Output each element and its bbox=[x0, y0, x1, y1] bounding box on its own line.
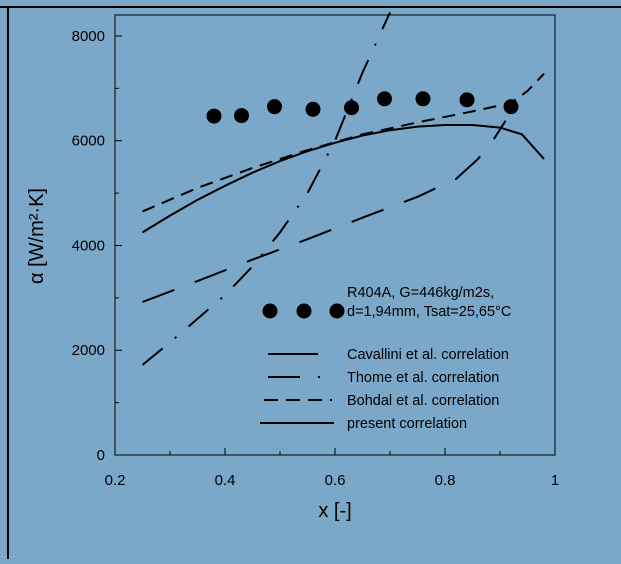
x-tick-label: 0.6 bbox=[325, 472, 346, 489]
data-point bbox=[234, 108, 249, 124]
x-tick-label: 0.8 bbox=[435, 472, 456, 489]
data-point bbox=[267, 99, 282, 115]
legend-label: present correlation bbox=[347, 416, 467, 432]
series-line-solid bbox=[141, 124, 545, 234]
series-group bbox=[141, 11, 545, 366]
y-tick-label: 8000 bbox=[72, 28, 105, 45]
data-point bbox=[459, 92, 475, 108]
data-point bbox=[503, 99, 519, 115]
x-tick-label: 0.4 bbox=[215, 472, 236, 489]
series-line-short-dash bbox=[142, 73, 545, 213]
legend-label: Thome et al. correlation bbox=[347, 370, 499, 386]
data-point bbox=[206, 108, 222, 124]
x-tick-label: 1 bbox=[551, 472, 559, 489]
series-line-long-dash bbox=[142, 120, 507, 303]
y-tick-label: 6000 bbox=[72, 133, 105, 150]
legend-marker bbox=[296, 303, 312, 319]
legend-swatch-dot bbox=[318, 376, 320, 378]
y-axis-label: α [W/m²·K] bbox=[26, 188, 48, 284]
axes-group: 0.2 0.4 0.6 0.8 1 0 2000 4000 6000 8000 bbox=[72, 28, 560, 489]
data-point bbox=[305, 101, 321, 117]
legend-label-experimental: d=1,94mm, Tsat=25,65°C bbox=[347, 304, 511, 320]
data-point bbox=[415, 91, 431, 107]
x-tick-label: 0.2 bbox=[105, 472, 126, 489]
data-point bbox=[377, 91, 392, 107]
x-axis-label: x [-] bbox=[318, 500, 351, 522]
y-tick-label: 4000 bbox=[72, 237, 105, 254]
legend-marker bbox=[329, 303, 345, 319]
legend-label: Cavallini et al. correlation bbox=[347, 347, 509, 363]
legend-marker bbox=[262, 303, 278, 319]
legend: R404A, G=446kg/m2s, d=1,94mm, Tsat=25,65°… bbox=[260, 285, 511, 432]
y-tick-label: 2000 bbox=[72, 342, 105, 359]
legend-label-experimental: R404A, G=446kg/m2s, bbox=[347, 285, 494, 301]
legend-label: Bohdal et al. correlation bbox=[347, 393, 499, 409]
y-tick-label: 0 bbox=[97, 447, 105, 464]
data-point bbox=[344, 100, 359, 116]
